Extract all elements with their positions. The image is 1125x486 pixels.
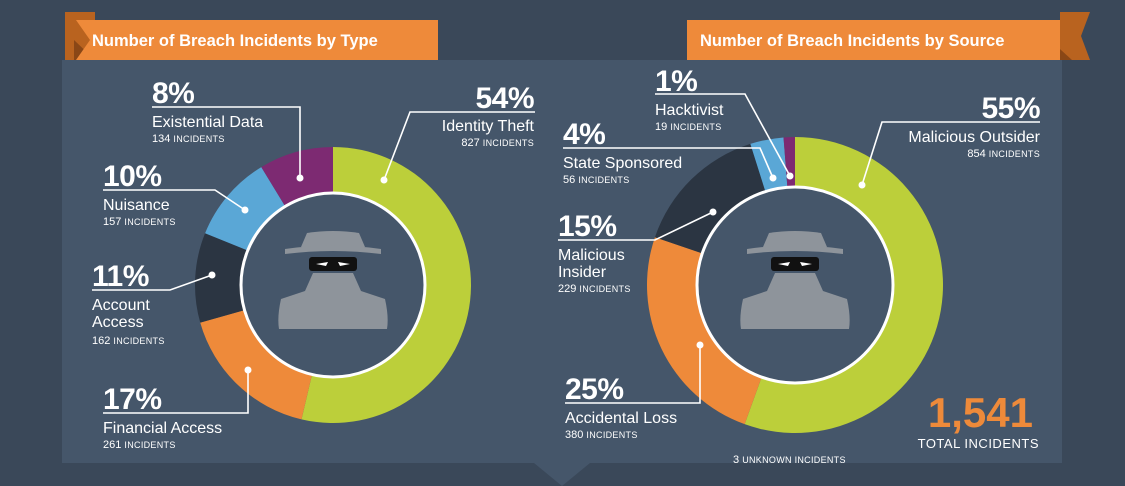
donut-slice-accidental-loss: [647, 237, 762, 425]
slice-name: Malicious Outsider: [908, 129, 1040, 146]
slice-percent: 55%: [981, 92, 1040, 125]
slice-name-line1: Account: [92, 297, 150, 314]
leader-line-accidental-loss: [565, 345, 701, 404]
slice-percent: 17%: [103, 383, 162, 416]
unknown-incidents: 3 UNKNOWN INCIDENTS: [733, 454, 846, 466]
slice-count: 854 INCIDENTS: [967, 148, 1040, 160]
leader-line-existential-data: [152, 106, 301, 178]
slice-percent: 15%: [558, 210, 617, 243]
slice-label-identity-theft: 54% Identity Theft 827 INCIDENTS: [441, 82, 535, 149]
slice-count: 134 INCIDENTS: [152, 133, 225, 145]
slice-label-malicious-insider: 15% Malicious Insider 229 INCIDENTS: [558, 212, 631, 295]
slice-count: 162 INCIDENTS: [92, 335, 165, 347]
slice-label-existential-data: 8% Existential Data 134 INCIDENTS: [152, 79, 263, 145]
slice-percent: 54%: [475, 82, 534, 115]
slice-percent: 1%: [655, 65, 698, 98]
leader-dot: [208, 271, 216, 279]
slice-name: Identity Theft: [441, 118, 534, 135]
slice-count: 19 INCIDENTS: [655, 121, 722, 133]
leader-line-identity-theft: [383, 111, 535, 181]
slice-name: State Sponsored: [563, 155, 683, 172]
slice-name: Accidental Loss: [565, 410, 678, 427]
leader-dots: [208, 172, 866, 374]
leader-dot: [786, 172, 794, 180]
slice-count: 229 INCIDENTS: [558, 283, 631, 295]
leader-line-malicious-insider: [558, 211, 714, 241]
donut-slice-identity-theft: [301, 147, 472, 423]
leader-line-state-sponsored: [563, 147, 774, 179]
donut-slice-state-sponsored: [750, 137, 788, 192]
ribbon-fold-right: [1060, 12, 1090, 60]
leader-line-nuisance: [103, 189, 246, 211]
slice-label-nuisance: 10% Nuisance 157 INCIDENTS: [103, 162, 176, 228]
ribbon-right: [687, 20, 1060, 60]
slice-label-accidental-loss: 25% Accidental Loss 380 INCIDENTS: [565, 375, 677, 441]
leader-dot: [296, 174, 304, 182]
spy-icon: [278, 231, 388, 329]
leader-line-hacktivist: [655, 93, 791, 177]
chart-title-source: Number of Breach Incidents by Source: [700, 32, 1004, 50]
donut-slice-account-access: [195, 233, 248, 323]
leader-lines-type: [92, 106, 535, 414]
slice-name: Nuisance: [103, 197, 170, 214]
slice-percent: 4%: [563, 118, 606, 151]
slice-name-line2: Insider: [558, 264, 607, 281]
leader-line-financial-access: [103, 370, 249, 414]
chart-title-type: Number of Breach Incidents by Type: [92, 32, 378, 50]
slice-count: 261 INCIDENTS: [103, 439, 176, 451]
spy-icon: [740, 231, 850, 329]
ribbon-left: [76, 20, 438, 60]
slice-count: 56 INCIDENTS: [563, 174, 630, 186]
slice-name: Hacktivist: [655, 102, 724, 119]
leader-dot: [241, 206, 249, 214]
slice-name: Financial Access: [103, 420, 223, 437]
leader-lines-source: [558, 93, 1040, 404]
total-incidents-value: 1,541: [927, 389, 1033, 436]
slice-percent: 11%: [92, 260, 149, 293]
slice-count: 380 INCIDENTS: [565, 429, 638, 441]
leader-dot: [769, 174, 777, 182]
donut-slice-malicious-outsider: [744, 137, 943, 433]
slice-label-malicious-outsider: 55% Malicious Outsider 854 INCIDENTS: [908, 94, 1040, 160]
leader-dot: [709, 208, 717, 216]
slice-percent: 25%: [565, 373, 624, 406]
leader-dot: [380, 176, 388, 184]
leader-dot: [858, 181, 866, 189]
leader-dot: [244, 366, 252, 374]
slice-label-hacktivist: 1% Hacktivist 19 INCIDENTS: [655, 67, 723, 133]
slice-name: Existential Data: [152, 114, 264, 131]
slice-name-line2: Access: [92, 314, 144, 331]
slice-label-state-sponsored: 4% State Sponsored 56 INCIDENTS: [563, 120, 682, 186]
slice-percent: 10%: [103, 160, 162, 193]
slice-name-line1: Malicious: [558, 247, 625, 264]
leader-dot: [696, 341, 704, 349]
slice-count: 157 INCIDENTS: [103, 216, 176, 228]
leader-line-account-access: [92, 274, 213, 291]
total-incidents-label: TOTAL INCIDENTS: [917, 436, 1039, 451]
donut-slice-financial-access: [200, 310, 312, 420]
slice-percent: 8%: [152, 77, 195, 110]
leader-line-malicious-outsider: [861, 121, 1040, 186]
slice-label-financial-access: 17% Financial Access 261 INCIDENTS: [103, 385, 222, 451]
slice-count: 827 INCIDENTS: [461, 137, 534, 149]
slice-label-account-access: 11% Account Access 162 INCIDENTS: [92, 262, 165, 347]
